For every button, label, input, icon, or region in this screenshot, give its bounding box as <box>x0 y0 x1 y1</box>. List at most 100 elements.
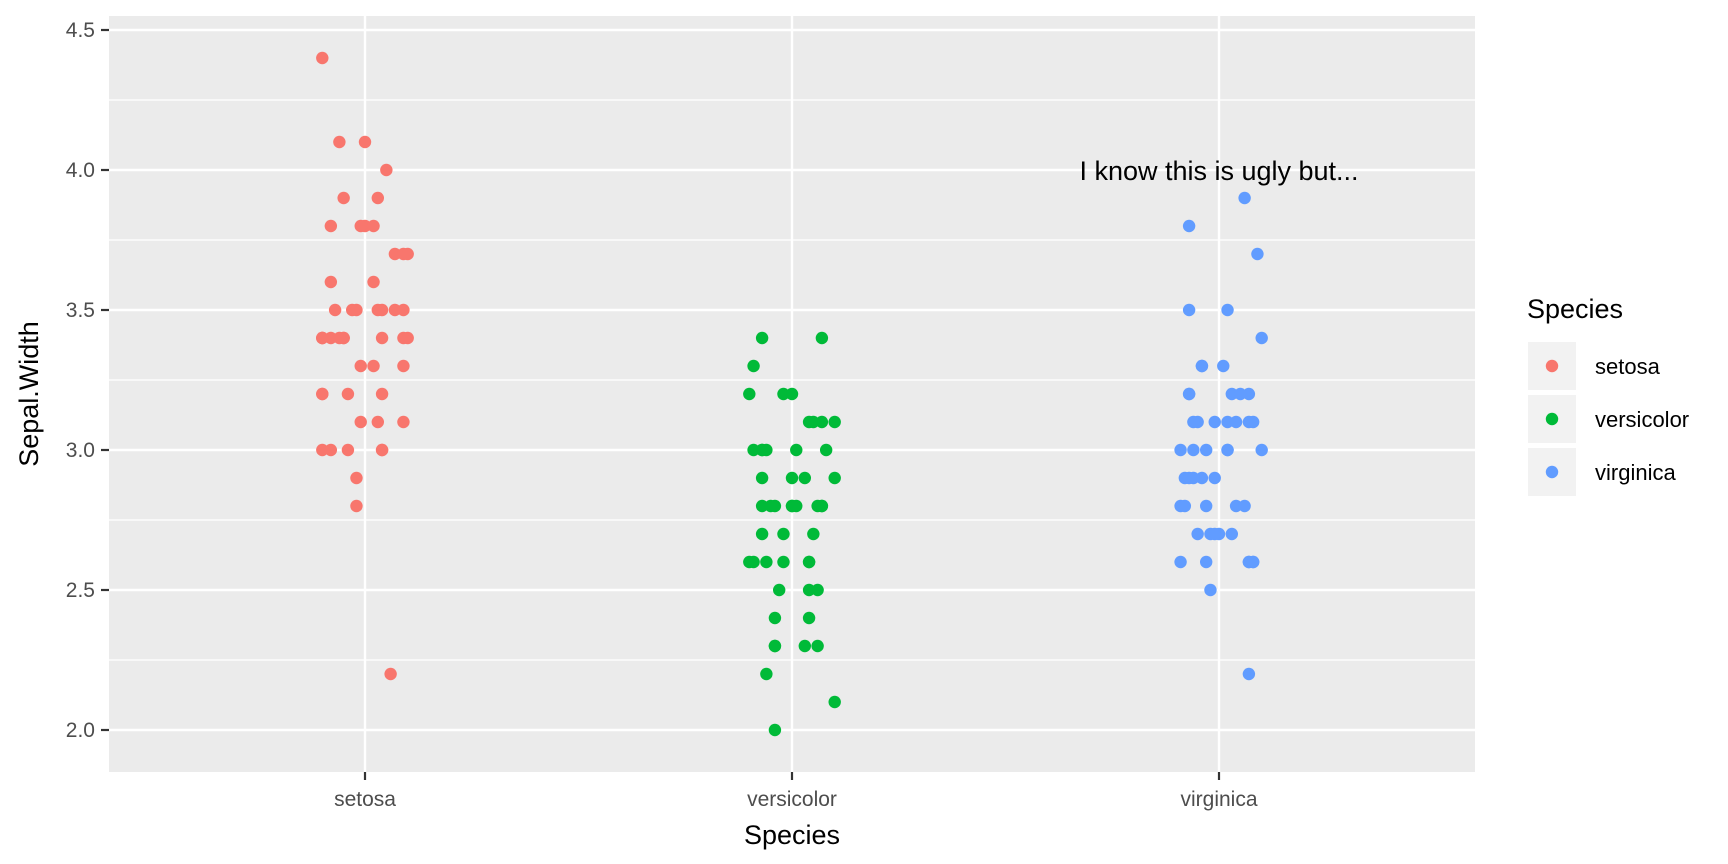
data-point-versicolor <box>755 471 769 485</box>
y-tick-label: 2.5 <box>66 579 95 602</box>
data-point-setosa <box>316 443 329 457</box>
data-point-setosa <box>354 219 367 233</box>
data-point-versicolor <box>764 499 777 513</box>
data-point-versicolor <box>815 499 829 513</box>
data-point-versicolor <box>755 443 769 457</box>
data-point-setosa <box>337 191 350 205</box>
y-axis-title: Sepal.Width <box>14 321 44 467</box>
data-point-versicolor <box>798 639 812 653</box>
data-point-setosa <box>333 331 346 345</box>
data-point-setosa <box>324 275 338 289</box>
data-point-versicolor <box>807 527 820 541</box>
legend-label-virginica: virginica <box>1595 460 1676 485</box>
data-point-virginica <box>1242 387 1256 401</box>
data-point-versicolor <box>768 611 782 625</box>
data-point-versicolor <box>772 583 786 597</box>
data-point-versicolor <box>755 499 769 513</box>
data-point-versicolor <box>777 387 790 401</box>
data-point-versicolor <box>790 443 803 457</box>
data-point-setosa <box>380 163 393 177</box>
data-point-setosa <box>397 303 410 317</box>
data-point-setosa <box>350 499 363 513</box>
x-tick-labels: setosa versicolor virginica <box>334 788 1258 811</box>
x-tick-label: versicolor <box>747 788 837 811</box>
data-point-virginica <box>1246 415 1260 429</box>
data-point-setosa <box>375 387 389 401</box>
y-tick-label: 4.5 <box>66 19 95 42</box>
data-point-setosa <box>388 303 402 317</box>
data-points <box>316 51 1268 737</box>
data-point-virginica <box>1246 555 1260 569</box>
data-point-setosa <box>324 331 338 345</box>
data-point-versicolor <box>828 415 841 429</box>
data-point-setosa <box>367 359 380 373</box>
data-point-virginica <box>1208 415 1221 429</box>
data-point-virginica <box>1191 527 1204 541</box>
data-point-setosa <box>397 359 410 373</box>
data-point-virginica <box>1238 499 1251 513</box>
y-tick-label: 2.0 <box>66 719 95 742</box>
legend-key-virginica <box>1545 465 1559 479</box>
data-point-setosa <box>367 219 380 233</box>
data-point-setosa <box>328 303 342 317</box>
data-point-versicolor <box>802 555 816 569</box>
data-point-versicolor <box>811 583 824 597</box>
x-tick-label: virginica <box>1180 788 1257 811</box>
data-point-setosa <box>375 443 389 457</box>
data-point-virginica <box>1221 443 1234 457</box>
data-point-virginica <box>1199 555 1213 569</box>
data-point-virginica <box>1208 471 1221 485</box>
data-point-setosa <box>316 387 329 401</box>
data-point-virginica <box>1229 499 1243 513</box>
data-point-setosa <box>350 471 363 485</box>
data-point-virginica <box>1187 443 1200 457</box>
data-point-versicolor <box>811 639 824 653</box>
data-point-virginica <box>1204 583 1217 597</box>
legend-label-setosa: setosa <box>1595 354 1661 379</box>
data-point-versicolor <box>802 583 816 597</box>
data-point-virginica <box>1255 331 1268 345</box>
data-point-virginica <box>1234 387 1247 401</box>
data-point-virginica <box>1182 387 1196 401</box>
data-point-virginica <box>1251 247 1264 261</box>
data-point-versicolor <box>815 415 829 429</box>
data-point-virginica <box>1225 527 1239 541</box>
data-point-setosa <box>358 135 372 149</box>
data-point-versicolor <box>755 527 769 541</box>
data-point-versicolor <box>760 667 773 681</box>
data-point-setosa <box>401 247 414 261</box>
data-point-setosa <box>388 247 402 261</box>
data-point-versicolor <box>777 527 790 541</box>
legend-label-versicolor: versicolor <box>1595 407 1689 432</box>
data-point-setosa <box>354 415 367 429</box>
data-point-setosa <box>341 443 355 457</box>
data-point-virginica <box>1174 443 1187 457</box>
data-point-setosa <box>375 331 389 345</box>
data-point-virginica <box>1187 471 1200 485</box>
axis-ticks <box>101 28 1221 780</box>
data-point-setosa <box>333 135 346 149</box>
data-point-versicolor <box>743 387 756 401</box>
y-tick-label: 4.0 <box>66 159 95 182</box>
data-point-versicolor <box>760 555 773 569</box>
data-point-versicolor <box>802 611 816 625</box>
y-tick-label: 3.5 <box>66 299 95 322</box>
data-point-setosa <box>375 303 389 317</box>
data-point-setosa <box>367 275 380 289</box>
legend-key-versicolor <box>1545 412 1559 426</box>
data-point-versicolor <box>768 639 782 653</box>
data-point-setosa <box>341 387 355 401</box>
data-point-versicolor <box>747 359 760 373</box>
data-point-virginica <box>1229 415 1243 429</box>
annotation: I know this is ugly but... <box>1079 156 1358 186</box>
data-point-virginica <box>1217 359 1230 373</box>
y-tick-labels: 2.0 2.5 3.0 3.5 4.0 4.5 <box>66 19 95 742</box>
data-point-setosa <box>324 219 338 233</box>
legend-key-setosa <box>1545 359 1559 373</box>
data-point-setosa <box>371 415 385 429</box>
data-point-virginica <box>1221 415 1234 429</box>
data-point-virginica <box>1238 191 1251 205</box>
data-point-versicolor <box>819 443 833 457</box>
data-point-virginica <box>1221 303 1234 317</box>
data-point-versicolor <box>755 331 769 345</box>
